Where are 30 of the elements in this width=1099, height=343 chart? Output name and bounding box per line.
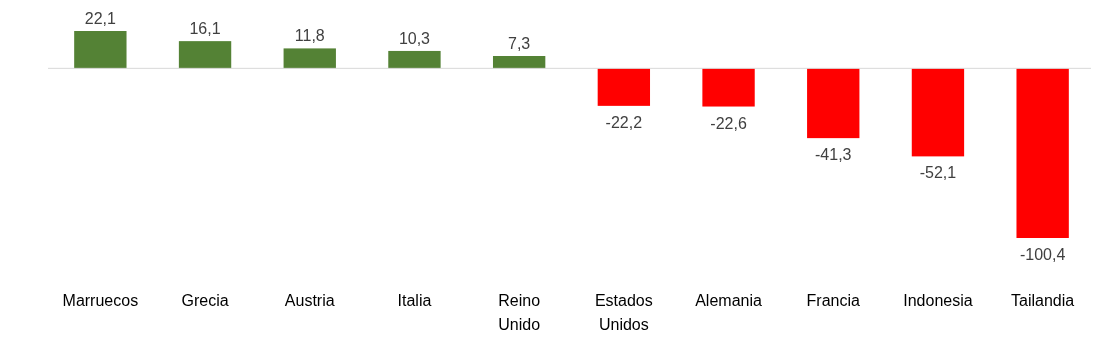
x-tick-label: Indonesia	[903, 292, 973, 309]
bar	[911, 68, 965, 157]
data-label: -100,4	[1019, 246, 1066, 263]
bar	[74, 31, 127, 69]
bar	[388, 50, 441, 69]
x-tick-label: Grecia	[181, 292, 229, 309]
bar	[178, 41, 232, 69]
bar	[807, 68, 860, 139]
data-label: 16,1	[189, 20, 221, 38]
bar	[597, 68, 651, 106]
data-label: 11,8	[294, 27, 325, 45]
data-label: -22,6	[710, 114, 747, 132]
data-label: 22,1	[84, 10, 117, 27]
x-tick-label: Estados Unidos	[594, 292, 653, 333]
x-tick-label: Marruecos	[62, 292, 139, 309]
data-label: -41,3	[815, 146, 852, 164]
data-label: 7,3	[508, 35, 531, 53]
data-label: -52,1	[919, 164, 957, 182]
data-label: -22,2	[605, 113, 643, 131]
x-tick-label: Italia	[397, 292, 432, 309]
x-tick-label: Tailandia	[1011, 292, 1075, 309]
x-tick-label: Austria	[284, 292, 335, 309]
data-label: 10,3	[398, 29, 431, 47]
x-tick-label: Alemania	[695, 292, 762, 309]
x-tick-label: Reino Unido	[498, 292, 541, 333]
bar	[702, 68, 755, 107]
x-tick-label: Francia	[806, 292, 861, 309]
bar	[492, 56, 546, 69]
bar	[283, 48, 336, 69]
bar	[1016, 68, 1069, 238]
